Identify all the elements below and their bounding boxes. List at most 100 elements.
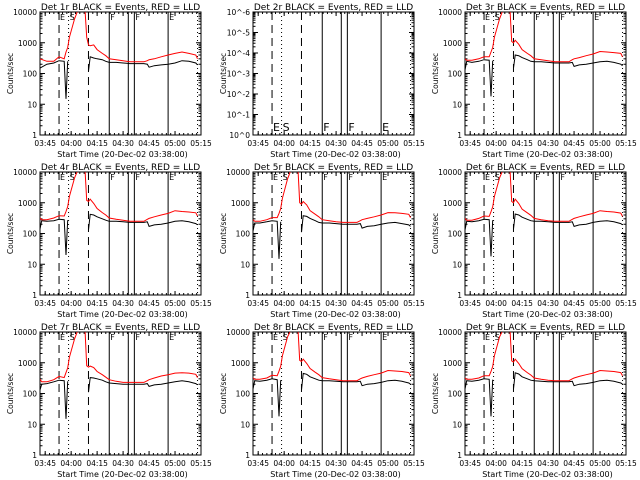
series-line-lld [253, 172, 411, 223]
series-line-lld [40, 172, 198, 222]
plot-frame [39, 331, 202, 456]
y-tick-label: 1000 [18, 359, 37, 368]
event-label: F [110, 13, 115, 22]
x-tick-label: 04:30 [537, 459, 559, 468]
x-tick-label: 05:00 [377, 139, 399, 148]
panel-title: Det 5r BLACK = Events, RED = LLD [254, 163, 413, 173]
series-line-events [465, 54, 623, 97]
y-tick-label: 10 [27, 100, 37, 109]
x-tick-label: 04:30 [325, 139, 347, 148]
series-line-lld [253, 332, 411, 382]
x-tick-label: 04:00 [485, 459, 507, 468]
y-axis-label: Counts/sec [6, 53, 15, 94]
x-tick-label: 04:45 [563, 459, 585, 468]
x-tick-label: 04:30 [325, 299, 347, 308]
x-axis-label: Start Time (20-Dec-02 03:38:00) [57, 310, 188, 319]
x-tick-label: 05:15 [190, 299, 212, 308]
x-tick-label: 03:45 [34, 139, 56, 148]
x-tick-label: 04:00 [60, 459, 82, 468]
event-label: E [273, 121, 280, 134]
series-line-lld [465, 172, 623, 222]
y-tick-label: 100 [448, 230, 463, 239]
x-tick-label: 04:45 [563, 139, 585, 148]
series-line-lld [40, 12, 198, 63]
event-label: E [273, 333, 278, 342]
x-axis-label: Start Time (20-Dec-02 03:38:00) [270, 310, 401, 319]
series-line-events [253, 372, 411, 417]
event-label: F [535, 333, 540, 342]
panel-title: Det 7r BLACK = Events, RED = LLD [41, 323, 200, 333]
y-tick-label: 10000 [226, 168, 250, 177]
series-line-events [465, 372, 623, 417]
x-tick-label: 05:00 [164, 459, 186, 468]
panel-det-8: Det 8r BLACK = Events, RED = LLD Counts/s… [219, 323, 425, 479]
x-tick-label: 05:00 [164, 139, 186, 148]
event-label: S [495, 173, 500, 182]
x-tick-label: 03:45 [247, 459, 269, 468]
y-axis-label: Counts/sec [431, 213, 440, 254]
y-tick-label: 10000 [438, 168, 462, 177]
panel-det-7: Det 7r BLACK = Events, RED = LLD Counts/s… [6, 323, 212, 479]
y-tick-label: 10 [27, 420, 37, 429]
panel-det-5: Det 5r BLACK = Events, RED = LLD Counts/s… [219, 163, 425, 319]
event-label: F [560, 173, 565, 182]
series-line-events [40, 213, 198, 256]
event-label: S [495, 333, 500, 342]
event-label: E [594, 173, 599, 182]
panel-det-4: Det 4r BLACK = Events, RED = LLD Counts/s… [6, 163, 212, 319]
event-label: F [135, 333, 140, 342]
x-tick-label: 05:15 [190, 459, 212, 468]
event-label: E [60, 173, 65, 182]
x-axis-label: Start Time (20-Dec-02 03:38:00) [482, 150, 613, 159]
x-tick-label: 04:15 [86, 459, 108, 468]
event-label: S [283, 121, 290, 134]
plot-frame [39, 171, 202, 296]
x-tick-label: 05:00 [589, 459, 611, 468]
y-tick-label: 10^0 [229, 131, 250, 140]
series-line-lld [465, 12, 623, 63]
x-tick-label: 03:45 [247, 139, 269, 148]
y-axis-label: Counts/sec [431, 373, 440, 414]
x-tick-label: 03:45 [459, 139, 481, 148]
panel-det-1: Det 1r BLACK = Events, RED = LLD Counts/s… [6, 3, 212, 159]
x-tick-label: 04:00 [485, 299, 507, 308]
y-tick-label: 1000 [443, 39, 462, 48]
x-tick-label: 05:00 [164, 299, 186, 308]
event-label: F [560, 13, 565, 22]
x-tick-label: 05:00 [377, 459, 399, 468]
panel-det-6: Det 6r BLACK = Events, RED = LLD Counts/s… [431, 163, 637, 319]
event-label: E [485, 173, 490, 182]
panel-det-2: Det 2r BLACK = Events, RED = LLD Counts/s… [219, 3, 425, 159]
y-tick-label: 1 [245, 451, 250, 460]
event-label: F [135, 13, 140, 22]
panel-title: Det 9r BLACK = Events, RED = LLD [466, 323, 625, 333]
x-tick-label: 04:45 [351, 459, 373, 468]
x-tick-label: 05:15 [615, 459, 637, 468]
event-label: S [283, 333, 288, 342]
x-tick-label: 04:30 [112, 299, 134, 308]
y-tick-label: 10000 [438, 8, 462, 17]
plot-frame [39, 11, 202, 136]
y-tick-label: 1 [457, 451, 462, 460]
plot-frame [464, 171, 627, 296]
x-tick-label: 05:15 [615, 139, 637, 148]
y-axis-label: Counts/sec [219, 53, 228, 94]
y-tick-label: 10 [240, 420, 250, 429]
y-tick-label: 10000 [13, 8, 37, 17]
x-tick-label: 04:15 [86, 299, 108, 308]
y-tick-label: 1000 [443, 359, 462, 368]
y-tick-label: 1000 [18, 199, 37, 208]
y-tick-label: 1000 [18, 39, 37, 48]
y-tick-label: 100 [448, 390, 463, 399]
x-tick-label: 05:15 [403, 139, 425, 148]
event-label: F [323, 121, 329, 134]
panel-title: Det 6r BLACK = Events, RED = LLD [466, 163, 625, 173]
y-tick-label: 10 [240, 260, 250, 269]
x-tick-label: 03:45 [247, 299, 269, 308]
event-label: S [495, 13, 500, 22]
series-line-lld [465, 332, 623, 382]
event-label: E [60, 13, 65, 22]
y-tick-label: 1000 [231, 199, 250, 208]
y-tick-label: 10 [27, 260, 37, 269]
